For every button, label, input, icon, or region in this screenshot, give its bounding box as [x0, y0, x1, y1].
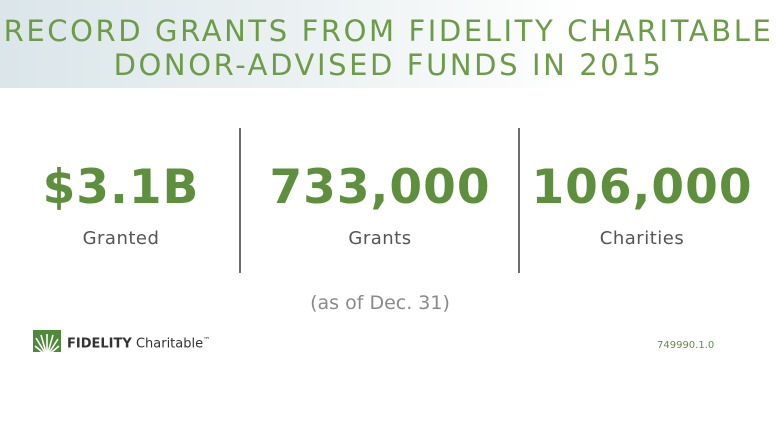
stat-label: Charities — [599, 228, 685, 249]
title-line: RECORD GRANTS FROM FIDELITY CHARITABLE — [3, 14, 774, 48]
stat-value: 733,000 — [269, 160, 491, 215]
stat-value: $3.1B — [42, 160, 200, 215]
logo-brand: FIDELITY — [67, 336, 132, 352]
stat-value: 106,000 — [531, 160, 753, 215]
logo-icon — [33, 330, 61, 358]
logo-mark: ™ — [203, 336, 211, 344]
stat-label: Granted — [82, 228, 160, 249]
stat-label: Grants — [348, 228, 412, 249]
logo-text: FIDELITY Charitable™ — [67, 336, 210, 351]
logo-name: Charitable — [135, 336, 204, 352]
divider — [518, 128, 520, 273]
header: RECORD GRANTS FROM FIDELITY CHARITABLE D… — [0, 0, 777, 88]
title-line: DONOR-ADVISED FUNDS IN 2015 — [113, 48, 664, 82]
code: 749990.1.0 — [657, 340, 715, 351]
divider — [239, 128, 241, 273]
footnote: (as of Dec. 31) — [310, 292, 450, 314]
